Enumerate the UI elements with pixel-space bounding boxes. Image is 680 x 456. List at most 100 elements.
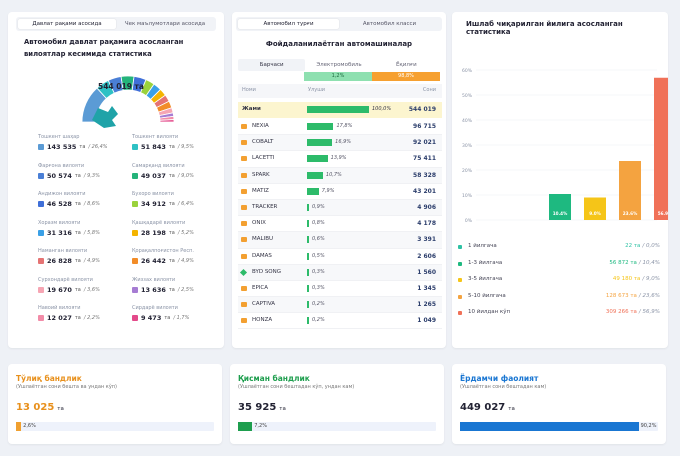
region-item: Бухоро вилояти 34 912 та/ 6,4% — [132, 191, 232, 208]
legend-item[interactable]: 3-5 йилгача 49 180 та/ 9,0% — [458, 275, 660, 289]
legend-count: 22 та — [625, 243, 641, 249]
car-row[interactable]: COBALT 16,9% 92 021 — [238, 135, 442, 152]
region-value-row: 31 316 та/ 5,8% — [38, 229, 138, 237]
legend-count: 309 266 та — [605, 309, 637, 315]
car-icon — [241, 237, 247, 243]
car-row[interactable]: HONZA 0,2% 1 049 — [238, 313, 442, 330]
region-pct: / 6,4% — [177, 201, 194, 207]
region-count: 143 535 — [47, 143, 77, 151]
region-name: Андижон вилояти — [38, 191, 86, 197]
y-tick-label: 0% — [465, 218, 473, 224]
region-total: 544 019 та — [98, 82, 144, 91]
region-unit: та — [168, 286, 175, 293]
car-pct: 0,2% — [312, 301, 325, 308]
region-name: Наманган вилояти — [38, 248, 88, 254]
car-row[interactable]: ONIX 0,8% 4 178 — [238, 216, 442, 233]
car-row[interactable]: EPICA 0,3% 1 345 — [238, 281, 442, 298]
region-pct: / 9,3% — [83, 172, 100, 179]
region-name: Сурхондарё вилояти — [38, 276, 93, 283]
car-row[interactable]: CAPTIVA 0,2% 1 265 — [238, 297, 442, 314]
region-color-chip — [132, 144, 138, 150]
y-tick-label: 40% — [462, 118, 473, 124]
employment-value: 13 025 — [16, 402, 55, 413]
car-row[interactable]: MALIBU 0,6% 3 391 — [238, 232, 442, 249]
tab-car-type[interactable]: Автомобил турғи — [238, 19, 339, 29]
year-bar[interactable] — [549, 194, 571, 220]
car-row[interactable]: MATIZ 7,9% 43 201 — [238, 184, 442, 200]
car-icon — [241, 124, 247, 129]
car-icon — [241, 285, 247, 291]
year-bar[interactable] — [654, 77, 668, 220]
tab-all[interactable]: Барчаси — [238, 59, 306, 71]
region-donut — [81, 75, 175, 128]
legend-pct: / 10,4% — [638, 259, 660, 266]
legend-count: 128 673 та — [605, 292, 637, 299]
car-count: 1 049 — [417, 317, 436, 325]
employment-bar: 2,6% — [16, 422, 214, 431]
region-unit: та — [164, 315, 171, 321]
car-icon — [241, 318, 247, 324]
tab-check-data[interactable]: Чек маълумотлари асосида — [124, 21, 206, 27]
tab-car-class[interactable]: Автомобил класси — [362, 21, 417, 27]
region-item: Навоий вилояти 12 027 та/ 2,2% — [38, 305, 138, 322]
car-count: 1 265 — [417, 301, 436, 309]
employment-pct: 7,2% — [254, 423, 267, 429]
legend-item[interactable]: 5-10 йилгача 128 673 та/ 23,6% — [458, 292, 660, 306]
car-count: 1 345 — [417, 284, 436, 292]
legend-count: 56 872 та — [609, 259, 637, 266]
y-tick-label: 10% — [462, 193, 473, 199]
cars-title: Фойдаланилаётган автомашиналар — [265, 40, 413, 48]
car-row[interactable]: NEXIA 17,8% 96 715 — [238, 119, 442, 136]
region-item: Хоразм вилояти 31 316 та/ 5,8% — [38, 220, 138, 237]
car-icon — [241, 188, 247, 194]
region-value-row: 26 828 та/ 4,9% — [38, 257, 138, 265]
region-color-chip — [38, 229, 44, 236]
region-item: Тошкент шаҳар 143 535 та/ 26,4% — [38, 134, 138, 151]
car-icon — [241, 221, 247, 227]
region-name: Навоий вилояти — [38, 305, 81, 311]
legend-item[interactable]: 1-3 йилгача 56 872 та/ 10,4% — [458, 259, 660, 273]
legend-value: 309 266 та/ 56,9% — [606, 309, 660, 315]
car-row[interactable]: SPARK 10,7% 58 328 — [238, 167, 442, 184]
employment-value: 35 925 — [238, 402, 277, 413]
employment-title: Ёрдамчи фаолият — [460, 374, 539, 383]
year-bar[interactable] — [584, 197, 606, 221]
tab-electric[interactable]: Электромобиль — [316, 62, 362, 68]
region-unit: та — [168, 258, 175, 264]
bar-data-label: 9.0% — [589, 211, 601, 216]
tab-fuel[interactable]: Ёқилғи — [395, 62, 417, 68]
car-row[interactable]: DAMAS 0,5% 2 606 — [238, 249, 442, 265]
header-share: Улуши — [308, 87, 326, 93]
car-row[interactable]: TRACKER 0,9% 4 906 — [238, 199, 442, 217]
legend-color-chip — [458, 245, 462, 249]
car-share-bar — [307, 155, 328, 163]
region-name: Тошкент шаҳар — [38, 134, 80, 140]
y-tick-label: 30% — [462, 143, 473, 149]
car-pct: 16,9% — [335, 139, 352, 146]
region-color-chip — [38, 286, 44, 293]
car-row[interactable]: BYD SONG 0,3% 1 560 — [238, 264, 442, 281]
car-share-bar — [307, 301, 309, 309]
region-item: Наманган вилояти 26 828 та/ 4,9% — [38, 248, 138, 265]
region-value-row: 49 037 та/ 9,0% — [132, 172, 232, 180]
region-color-chip — [132, 172, 138, 179]
employment-title: Тўлиқ бандлик — [16, 374, 82, 383]
car-pct: 7,9% — [321, 187, 335, 194]
legend-item[interactable]: 1 йилгача 22 та/ 0,0% — [458, 242, 660, 256]
car-icon — [241, 253, 247, 259]
region-tabs: Давлат рақами асосида Чек маълумотлари а… — [16, 17, 216, 31]
region-pct: / 4,9% — [83, 258, 100, 264]
region-value-row: 26 442 та/ 4,9% — [132, 257, 232, 265]
car-name: CAPTIVA — [252, 301, 276, 308]
legend-item[interactable]: 10 йилдан кўп 309 266 та/ 56,9% — [458, 308, 660, 322]
total-pct: 100,0% — [372, 106, 392, 112]
region-value-row: 12 027 та/ 2,2% — [38, 314, 138, 322]
region-color-chip — [38, 258, 44, 264]
tab-plate-number[interactable]: Давлат рақами асосида — [18, 19, 116, 29]
car-row[interactable]: LACETTI 13,9% 75 411 — [238, 151, 442, 168]
employment-subtitle: (Ушлаётган сони бештадан кўп, ундан кам) — [238, 384, 355, 390]
region-name: Тошкент вилояти — [132, 134, 179, 140]
employment-bar: 7,2% — [238, 422, 436, 431]
region-count: 46 528 — [47, 200, 72, 208]
year-bar[interactable] — [619, 161, 641, 220]
